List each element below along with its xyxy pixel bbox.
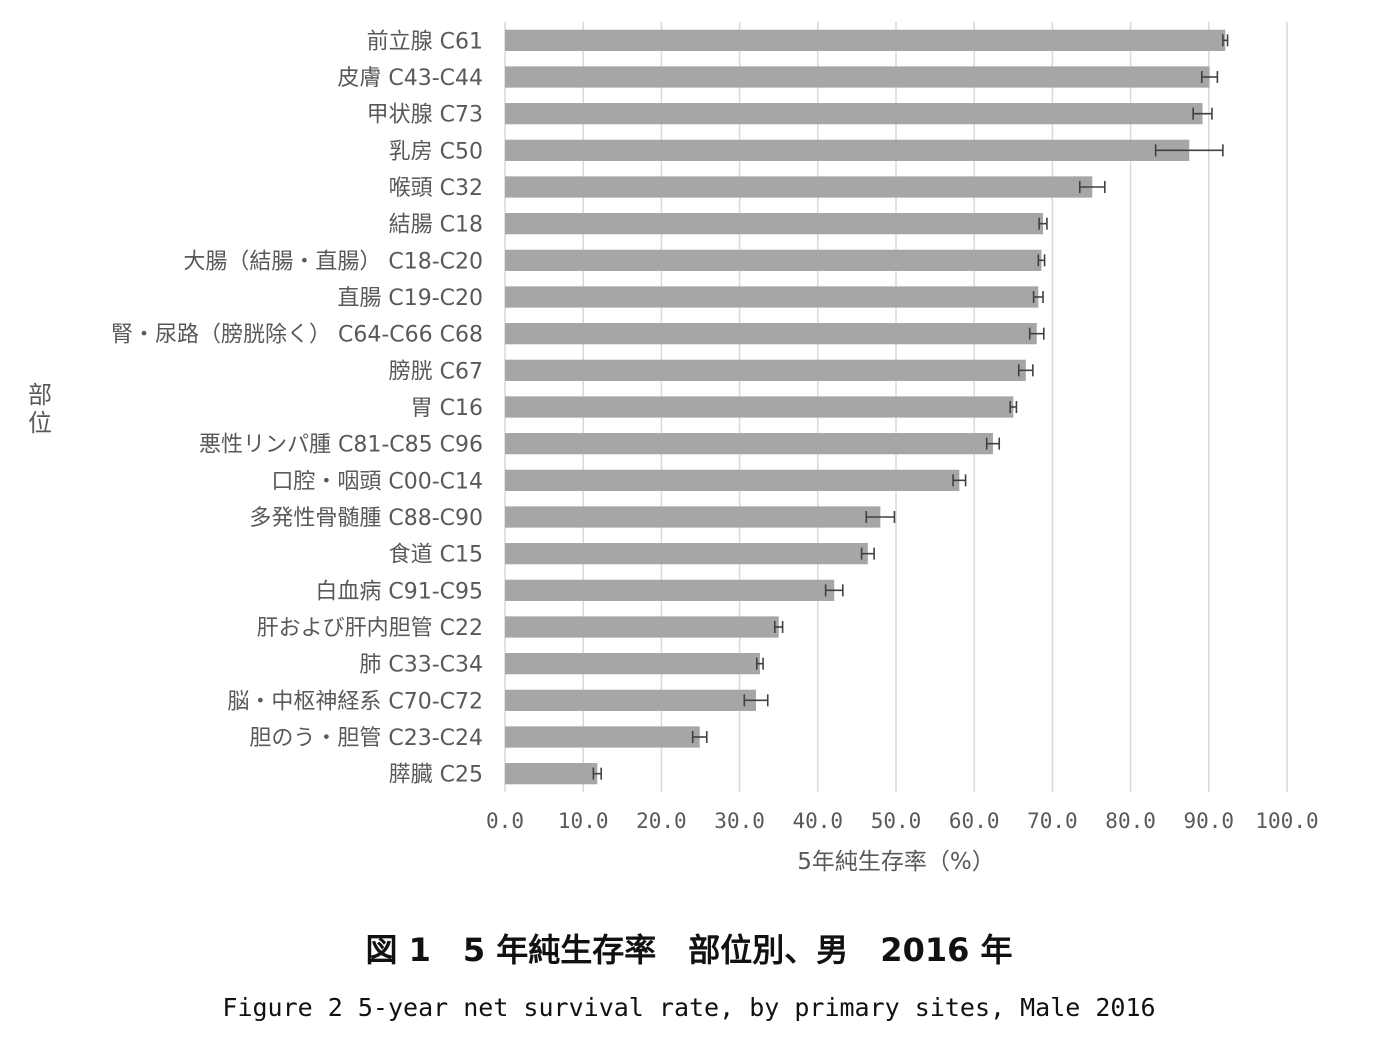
error-bar: [743, 694, 769, 707]
x-tick-label: 50.0: [871, 809, 922, 833]
figure-caption-jp: 図 1 5 年純生存率 部位別、男 2016 年: [365, 931, 1013, 969]
bar: [505, 323, 1037, 345]
x-axis-title: 5年純生存率（%）: [797, 849, 995, 875]
error-bar: [1017, 364, 1034, 377]
error-bar: [1078, 181, 1106, 193]
y-axis-title: 部位: [28, 381, 52, 437]
category-label: 悪性リンパ腫 C81-C85 C96: [199, 433, 483, 458]
category-label: 脳・中枢神経系 C70-C72: [227, 689, 483, 714]
error-bar: [756, 657, 764, 670]
error-bar: [1192, 107, 1213, 120]
x-tick-labels: 0.0 10.0 20.0 30.0 40.0 50.0 60.0 70.0 80.0 90.0 1…: [486, 809, 1319, 833]
category-label: 口腔・咽頭 C00-C14: [271, 469, 483, 494]
bar: [505, 506, 881, 528]
y-axis-title-char: 部: [28, 381, 52, 409]
x-tick-label: 60.0: [949, 809, 1000, 833]
error-bar: [1222, 34, 1229, 47]
error-bar: [1038, 217, 1048, 230]
category-label: 胆のう・胆管 C23-C24: [249, 726, 483, 751]
category-label: 膀胱 C67: [389, 359, 483, 384]
bar: [505, 213, 1044, 235]
category-label: 甲状腺 C73: [367, 103, 483, 128]
x-tick-label: 70.0: [1027, 809, 1078, 833]
error-bar: [1009, 401, 1018, 413]
category-label: 喉頭 C32: [389, 176, 483, 201]
category-label: 肝および肝内胆管 C22: [257, 616, 483, 641]
bar: [505, 579, 835, 601]
bar: [505, 359, 1026, 381]
error-bar: [1154, 144, 1224, 157]
x-tick-label: 10.0: [558, 809, 609, 833]
bar: [505, 543, 868, 565]
error-bar: [824, 584, 844, 597]
bar: [505, 726, 700, 748]
x-tick-label: 40.0: [793, 809, 844, 833]
error-bar: [773, 621, 784, 633]
bars: [505, 29, 1226, 785]
category-label: 食道 C15: [389, 543, 483, 568]
category-label: 直腸 C19-C20: [337, 286, 483, 311]
error-bar: [592, 767, 602, 780]
category-labels: 前立腺 C61 皮膚 C43-C44 甲状腺 C73 乳房 C50 喉頭 C32 結腸 C…: [111, 29, 483, 787]
category-label: 膵臓 C25: [389, 763, 483, 788]
bar: [505, 469, 960, 491]
x-tick-label: 80.0: [1105, 809, 1156, 833]
category-label: 大腸（結腸・直腸） C18-C20: [183, 249, 483, 274]
x-tick-label: 20.0: [636, 809, 687, 833]
category-label: 多発性骨髄腫 C88-C90: [249, 506, 483, 531]
y-axis-title-char: 位: [28, 409, 52, 437]
x-tick-label: 30.0: [714, 809, 765, 833]
bar: [505, 433, 993, 455]
error-bar: [985, 437, 1001, 450]
x-tick-label: 100.0: [1255, 809, 1318, 833]
bar: [505, 66, 1210, 88]
bar: [505, 139, 1190, 161]
category-label: 白血病 C91-C95: [315, 579, 483, 604]
error-bar: [1037, 254, 1046, 267]
bar: [505, 103, 1203, 125]
error-bar: [865, 511, 896, 523]
error-bar: [1032, 291, 1044, 303]
bar-chart: 前立腺 C61 皮膚 C43-C44 甲状腺 C73 乳房 C50 喉頭 C32 結腸 C…: [28, 22, 1319, 875]
bar: [505, 763, 598, 785]
category-label: 腎・尿路（膀胱除く） C64-C66 C68: [111, 323, 483, 348]
error-bar: [691, 731, 708, 743]
error-bar: [952, 474, 967, 487]
bar: [505, 653, 760, 675]
bar: [505, 286, 1039, 308]
bar: [505, 396, 1014, 418]
error-bars: [592, 34, 1229, 780]
x-tick-label: 0.0: [486, 809, 524, 833]
bar: [505, 689, 757, 711]
category-label: 結腸 C18: [389, 213, 483, 238]
bar: [505, 176, 1093, 198]
figure-caption-en: Figure 2 5-year net survival rate, by pr…: [222, 993, 1156, 1022]
error-bar: [1028, 327, 1045, 340]
bar: [505, 616, 779, 638]
bar: [505, 29, 1226, 51]
x-tick-label: 90.0: [1184, 809, 1235, 833]
error-bar: [1200, 71, 1219, 83]
category-label: 皮膚 C43-C44: [337, 66, 483, 91]
category-label: 肺 C33-C34: [359, 653, 483, 678]
error-bar: [860, 547, 875, 560]
bar: [505, 249, 1042, 271]
category-label: 前立腺 C61: [367, 29, 483, 54]
category-label: 胃 C16: [411, 396, 483, 421]
category-label: 乳房 C50: [389, 139, 483, 164]
